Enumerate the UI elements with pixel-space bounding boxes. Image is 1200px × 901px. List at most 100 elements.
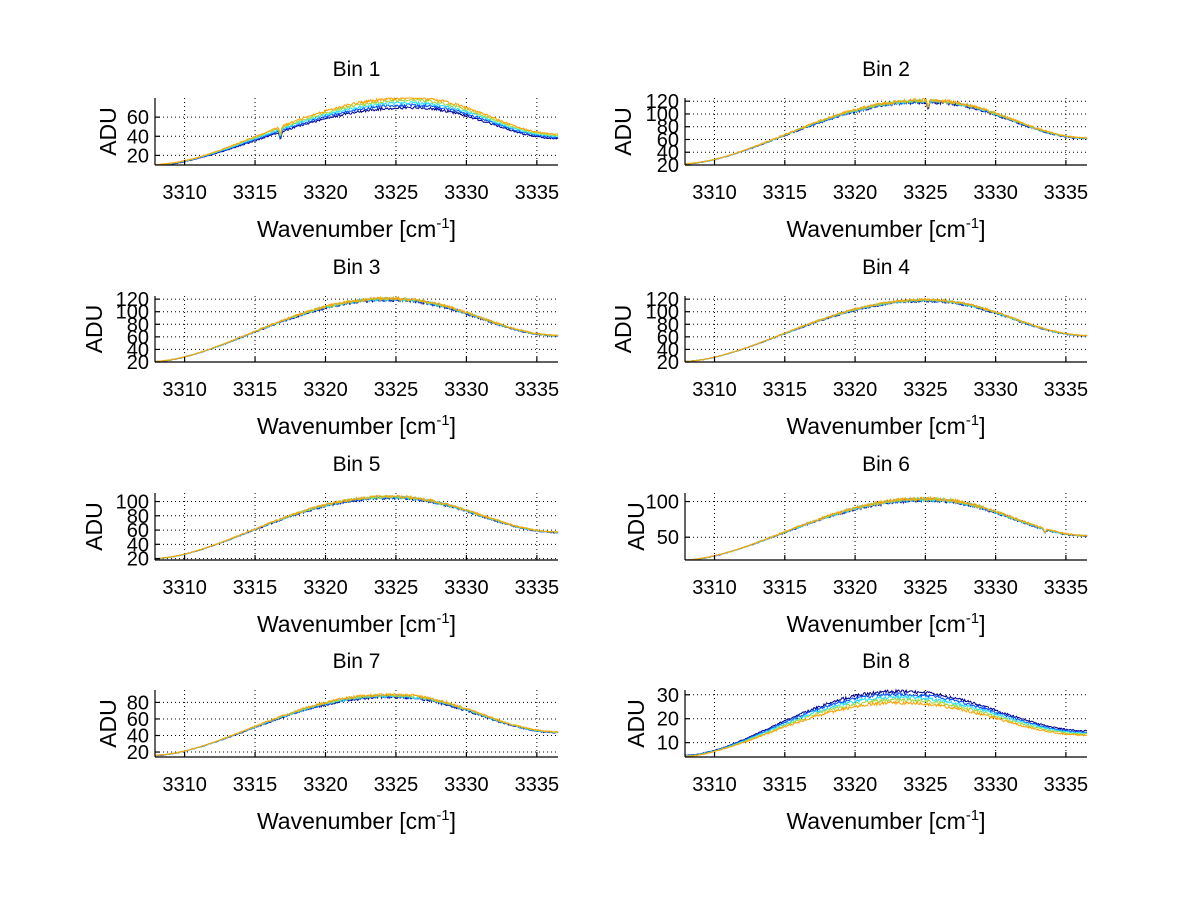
y-tick-label: 80 [127,692,149,714]
y-tick-label: 80 [127,314,149,336]
x-tick-label: 3320 [833,577,878,599]
x-axis-label: Wavenumber [cm-1] [786,215,985,242]
x-axis-label-bracket: ] [450,611,456,637]
y-tick-label: 20 [127,352,149,374]
y-tick-label: 60 [127,520,149,542]
x-axis-label: Wavenumber [cm-1] [257,610,456,637]
series-line-2 [684,99,1088,165]
x-tick-label: 3325 [903,577,948,599]
series-line-3 [685,98,1088,165]
y-axis-label: ADU [623,699,649,748]
subplot-bin-6: Bin 6 3310 3315 3320 3325 3330 3335 50 100 Wavenu… [623,453,1088,637]
series-line-4 [154,296,559,363]
subplot-bin-4: Bin 4 3310 3315 3320 3325 3330 3335 20406080100… [610,256,1088,439]
y-tick-label: 80 [127,506,149,528]
y-tick-label: 60 [127,107,149,129]
x-axis-label-bracket: ] [979,611,985,637]
x-tick-label: 3310 [692,379,737,401]
x-tick-label: 3320 [303,577,348,599]
x-tick-label: 3325 [903,379,948,401]
y-tick-label: 20 [127,549,149,571]
y-tick-label: 120 [646,289,679,311]
x-tick-label: 3310 [162,577,207,599]
y-tick-label: 40 [127,725,149,747]
series-line-2 [155,296,559,363]
series-line-4 [684,697,1088,757]
subplot-bin-5: Bin 5 3310 3315 3320 3325 3330 3335 20406080100… [81,453,559,637]
x-axis-label: Wavenumber [cm-1] [786,412,985,439]
y-tick-label: 60 [127,327,149,349]
y-tick-label: 20 [657,155,679,177]
x-axis-label-bracket: ] [450,413,456,439]
series-line-5 [155,295,558,363]
x-tick-label: 3315 [763,379,808,401]
x-tick-label: 3315 [233,774,278,796]
x-tick-label: 3335 [515,774,560,796]
x-axis-label-text: Wavenumber [cm [257,611,436,637]
x-axis-label: Wavenumber [cm-1] [257,215,456,242]
subplot-title: Bin 7 [333,650,381,673]
x-axis-label-bracket: ] [979,413,985,439]
subplot-bin-3: Bin 3 3310 3315 3320 3325 3330 3335 20406080100… [81,256,559,439]
series-line-1 [155,694,559,757]
x-axis-label-superscript: -1 [966,412,979,429]
series-line-4 [684,495,1088,561]
subplot-title: Bin 4 [862,256,910,279]
series-line-1 [684,688,1088,756]
x-axis-label-superscript: -1 [966,610,979,627]
y-tick-label: 60 [657,327,679,349]
x-axis-label-bracket: ] [979,216,985,242]
series-line-3 [684,298,1087,363]
x-axis-label-text: Wavenumber [cm [257,413,436,439]
series-line-1 [684,99,1088,165]
y-tick-label: 100 [646,104,679,126]
x-axis-label: Wavenumber [cm-1] [786,610,985,637]
x-tick-label: 3335 [1044,577,1089,599]
series-line-3 [154,693,559,757]
x-tick-label: 3315 [763,182,808,204]
series-line-5 [154,494,559,560]
x-tick-label: 3310 [162,379,207,401]
x-tick-label: 3330 [973,577,1018,599]
x-tick-label: 3325 [903,774,948,796]
x-axis-label: Wavenumber [cm-1] [786,807,985,834]
series-line-1 [154,495,559,560]
series-line-1 [154,297,559,363]
x-axis-label-text: Wavenumber [cm [257,216,436,242]
x-tick-label: 3325 [374,182,419,204]
y-tick-label: 20 [127,145,149,167]
series-line-4 [684,98,1088,165]
x-tick-label: 3310 [692,182,737,204]
x-axis-label-text: Wavenumber [cm [786,808,965,834]
x-axis-label-text: Wavenumber [cm [786,413,965,439]
x-tick-label: 3320 [303,379,348,401]
x-axis-label-bracket: ] [979,808,985,834]
subplot-title: Bin 1 [333,58,381,81]
y-tick-label: 20 [657,709,679,731]
series-line-5 [684,699,1088,757]
y-tick-label: 100 [116,302,149,324]
x-tick-label: 3325 [374,577,419,599]
y-tick-label: 40 [657,339,679,361]
x-axis-label-text: Wavenumber [cm [257,808,436,834]
series-line-2 [684,298,1088,363]
y-tick-label: 40 [127,126,149,148]
subplot-bin-2: Bin 2 3310 3315 3320 3325 3330 3335 20406080100… [610,58,1088,242]
x-tick-label: 3335 [1044,379,1089,401]
series-line-5 [684,297,1088,363]
x-tick-label: 3320 [833,182,878,204]
y-tick-label: 80 [657,314,679,336]
x-tick-label: 3330 [973,774,1018,796]
series-line-1 [155,105,559,166]
series-line-1 [685,299,1087,362]
series-line-5 [154,692,559,756]
x-tick-label: 3310 [162,774,207,796]
x-tick-label: 3310 [162,182,207,204]
y-axis-label: ADU [95,107,121,156]
series-line-2 [155,102,559,166]
x-tick-label: 3330 [444,774,489,796]
x-tick-label: 3330 [973,182,1018,204]
y-tick-label: 40 [657,142,679,164]
y-tick-label: 40 [127,339,149,361]
